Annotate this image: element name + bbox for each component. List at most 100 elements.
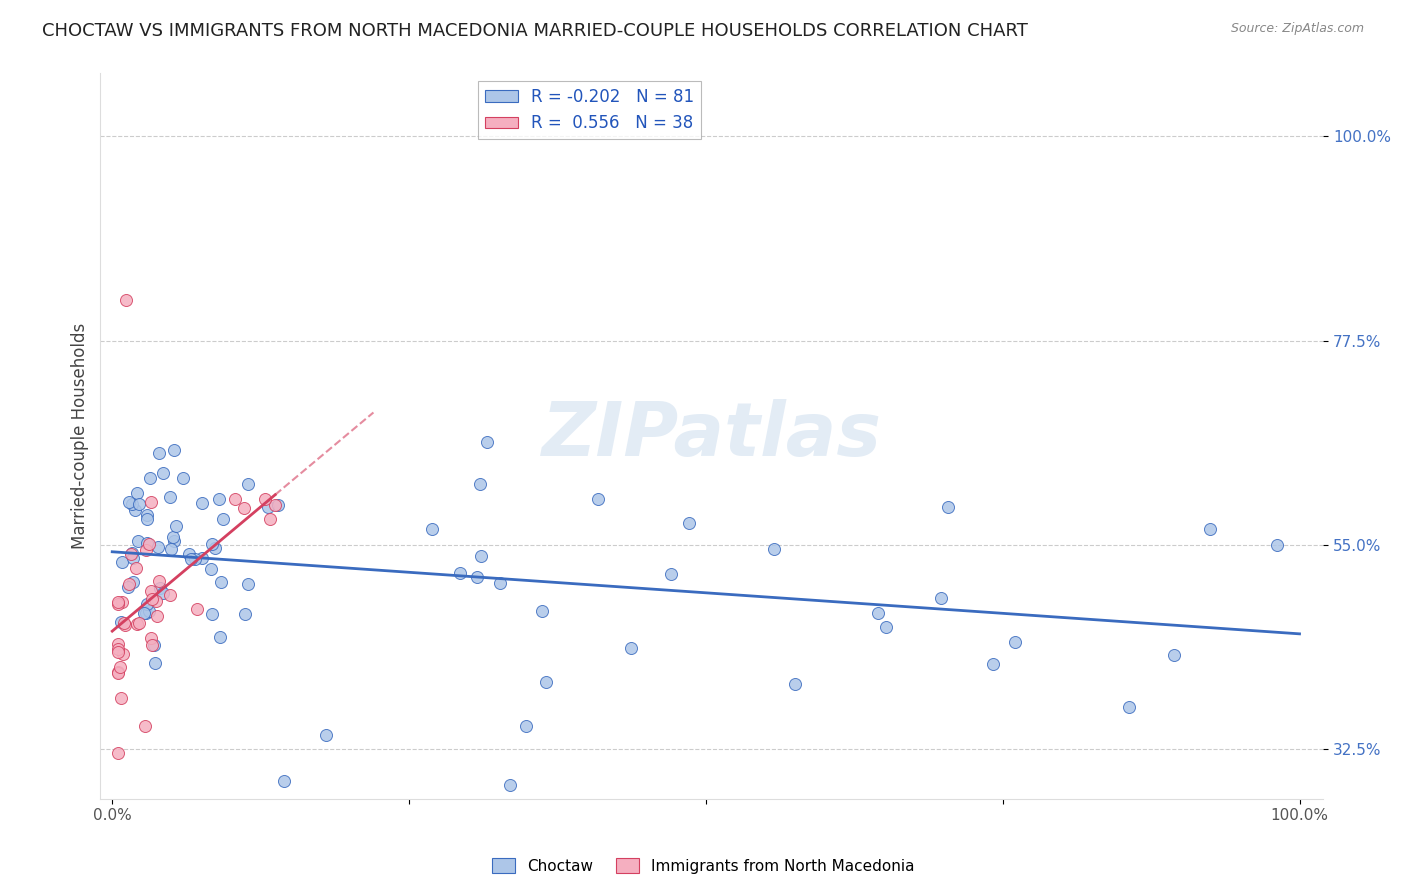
- Point: [224, 492, 246, 507]
- Point: [122, 575, 145, 590]
- Point: [139, 495, 162, 509]
- Point: [475, 434, 498, 449]
- Point: [191, 550, 214, 565]
- Point: [138, 537, 160, 551]
- Point: [530, 604, 553, 618]
- Point: [125, 616, 148, 631]
- Point: [110, 660, 132, 674]
- Point: [1163, 648, 1185, 662]
- Point: [135, 543, 157, 558]
- Point: [135, 606, 157, 620]
- Point: [515, 719, 537, 733]
- Point: [115, 293, 138, 307]
- Point: [152, 466, 174, 480]
- Point: [763, 541, 786, 556]
- Y-axis label: Married-couple Households: Married-couple Households: [72, 323, 89, 549]
- Point: [112, 647, 135, 661]
- Point: [179, 547, 201, 561]
- Point: [232, 500, 254, 515]
- Point: [981, 657, 1004, 672]
- Point: [180, 552, 202, 566]
- Point: [136, 508, 159, 522]
- Point: [201, 536, 224, 550]
- Point: [1118, 700, 1140, 714]
- Point: [146, 609, 169, 624]
- Point: [257, 500, 280, 515]
- Point: [107, 747, 129, 761]
- Point: [159, 490, 181, 504]
- Point: [135, 512, 157, 526]
- Point: [165, 519, 187, 533]
- Point: [107, 642, 129, 657]
- Point: [264, 498, 287, 512]
- Point: [191, 496, 214, 510]
- Point: [936, 500, 959, 515]
- Point: [112, 616, 135, 631]
- Point: [138, 604, 160, 618]
- Point: [875, 620, 897, 634]
- Point: [449, 566, 471, 580]
- Point: [110, 690, 132, 705]
- Point: [536, 675, 558, 690]
- Point: [128, 615, 150, 630]
- Point: [125, 561, 148, 575]
- Point: [121, 497, 143, 511]
- Point: [121, 546, 143, 560]
- Point: [253, 492, 276, 507]
- Point: [420, 522, 443, 536]
- Point: [1004, 634, 1026, 648]
- Point: [620, 641, 643, 656]
- Point: [141, 591, 163, 606]
- Point: [107, 645, 129, 659]
- Point: [678, 516, 700, 531]
- Point: [142, 639, 165, 653]
- Point: [107, 637, 129, 651]
- Point: [128, 498, 150, 512]
- Point: [866, 607, 889, 621]
- Point: [125, 486, 148, 500]
- Legend: Choctaw, Immigrants from North Macedonia: Choctaw, Immigrants from North Macedonia: [485, 852, 921, 880]
- Point: [145, 594, 167, 608]
- Point: [1198, 522, 1220, 536]
- Point: [107, 595, 129, 609]
- Point: [118, 494, 141, 508]
- Point: [163, 534, 186, 549]
- Point: [659, 567, 682, 582]
- Point: [139, 471, 162, 485]
- Point: [107, 665, 129, 679]
- Point: [267, 498, 290, 512]
- Point: [107, 665, 129, 680]
- Point: [136, 535, 159, 549]
- Point: [148, 446, 170, 460]
- Point: [785, 677, 807, 691]
- Point: [315, 728, 337, 742]
- Point: [120, 547, 142, 561]
- Point: [124, 502, 146, 516]
- Point: [200, 607, 222, 621]
- Point: [470, 549, 492, 563]
- Point: [146, 540, 169, 554]
- Point: [208, 630, 231, 644]
- Point: [132, 606, 155, 620]
- Point: [489, 575, 512, 590]
- Point: [141, 631, 163, 645]
- Point: [465, 570, 488, 584]
- Point: [162, 530, 184, 544]
- Point: [588, 491, 610, 506]
- Point: [110, 615, 132, 630]
- Point: [1265, 538, 1288, 552]
- Point: [208, 492, 231, 507]
- Point: [159, 588, 181, 602]
- Point: [200, 562, 222, 576]
- Point: [141, 638, 163, 652]
- Point: [186, 602, 208, 616]
- Point: [172, 471, 194, 485]
- Point: [148, 574, 170, 588]
- Text: ZIPatlas: ZIPatlas: [541, 400, 882, 473]
- Point: [134, 719, 156, 733]
- Point: [273, 773, 295, 788]
- Legend: R = -0.202   N = 81, R =  0.556   N = 38: R = -0.202 N = 81, R = 0.556 N = 38: [478, 81, 702, 139]
- Point: [118, 576, 141, 591]
- Point: [238, 577, 260, 591]
- Point: [468, 477, 491, 491]
